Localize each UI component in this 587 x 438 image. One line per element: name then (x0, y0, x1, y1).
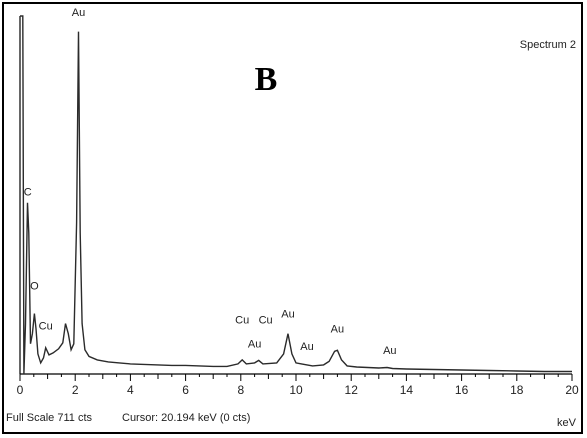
eds-spectrum: B Spectrum 2 Au C O Cu Cu Cu Au Au Au Au Au 0 2 4 6 8 1… (17, 7, 579, 429)
cursor-readout: Cursor: 20.194 keV (0 cts) (122, 412, 251, 424)
x-tick-label: 14 (400, 383, 414, 397)
peak-label: Au (383, 345, 396, 357)
full-scale-readout: Full Scale 711 cts (6, 412, 93, 424)
x-tick-label: 0 (17, 383, 24, 397)
peak-label: Au (300, 341, 313, 353)
x-tick-label: 10 (289, 383, 303, 397)
x-tick-label: 18 (510, 383, 524, 397)
x-tick-label: 6 (182, 383, 189, 397)
axes (19, 16, 573, 381)
peak-label: Cu (259, 315, 273, 327)
peak-label: Cu (39, 321, 53, 333)
peak-label: Cu (235, 315, 249, 327)
peak-label: C (24, 186, 32, 198)
peak-label: O (30, 280, 39, 292)
peak-labels: Au C O Cu Cu Cu Au Au Au Au Au (24, 7, 397, 357)
panel-letter: B (255, 61, 278, 98)
x-tick-labels: 0 2 4 6 8 10 12 14 16 18 20 (17, 383, 579, 397)
peak-label: Au (72, 7, 85, 19)
x-tick-label: 12 (345, 383, 359, 397)
peak-label: Au (281, 309, 294, 321)
x-axis-unit: keV (557, 417, 577, 429)
x-tick-label: 16 (455, 383, 469, 397)
x-tick-label: 2 (72, 383, 79, 397)
figure-frame: B Spectrum 2 Au C O Cu Cu Cu Au Au Au Au Au 0 2 4 6 8 1… (2, 2, 583, 434)
spectrum-trace (20, 15, 572, 375)
x-tick-label: 20 (565, 383, 579, 397)
peak-label: Au (331, 324, 344, 336)
x-tick-label: 4 (127, 383, 134, 397)
spectrum-name: Spectrum 2 (520, 39, 576, 51)
x-tick-label: 8 (237, 383, 244, 397)
peak-label: Au (248, 338, 261, 350)
